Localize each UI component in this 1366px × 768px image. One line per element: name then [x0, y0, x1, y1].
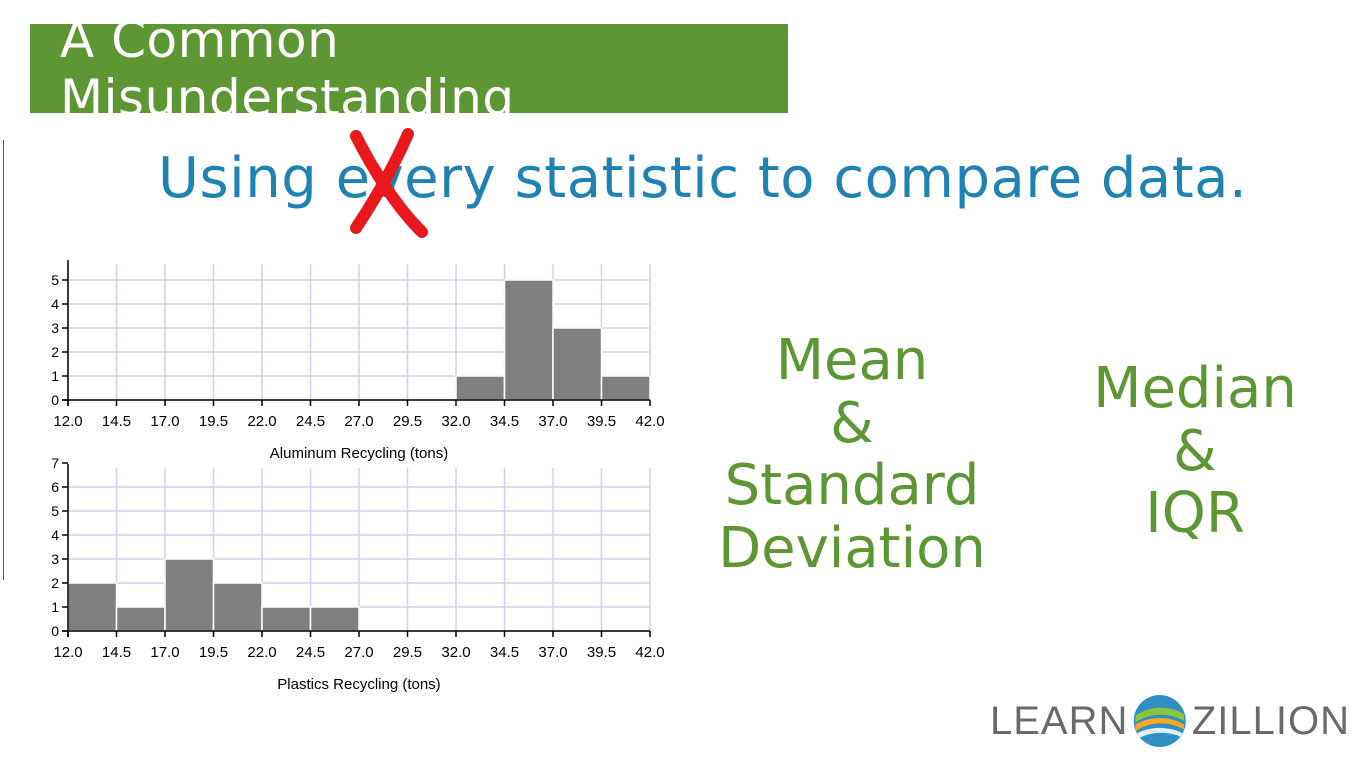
histogram-bar	[164, 558, 215, 632]
x-tick-label: 12.0	[53, 644, 82, 661]
x-tick-label: 27.0	[344, 644, 373, 661]
x-tick-label: 12.0	[53, 413, 82, 430]
x-tick-label: 42.0	[635, 413, 664, 430]
x-tick-label: 22.0	[247, 413, 276, 430]
x-tick-label: 42.0	[635, 644, 664, 661]
x-tick-label: 22.0	[247, 644, 276, 661]
x-tick-label: 34.5	[490, 413, 519, 430]
histogram-bar	[261, 606, 312, 632]
cross-out-icon	[350, 128, 428, 238]
x-tick-label: 29.5	[393, 644, 422, 661]
y-tick-label: 7	[51, 455, 59, 471]
x-tick-label: 32.0	[441, 413, 470, 430]
histogram-bar	[455, 375, 506, 401]
y-tick-label: 1	[51, 368, 59, 384]
subtitle-before: Using e	[158, 146, 371, 211]
histogram-bar	[309, 606, 360, 632]
y-tick-label: 3	[51, 320, 59, 336]
histogram-bar	[212, 582, 263, 632]
mean-line-4: Deviation	[718, 516, 986, 582]
subtitle-after: ery statistic to compare data.	[404, 146, 1248, 211]
histogram-bar	[503, 279, 554, 401]
histogram-bar	[67, 582, 118, 632]
x-axis-label: Plastics Recycling (tons)	[277, 676, 440, 693]
plastics-histogram: 0 1 2 3 4 5 6 7 12.0 14.5 17.0 19.5 22.0 24.5 27.0 29.5…	[51, 455, 664, 693]
x-tick-label: 27.0	[344, 413, 373, 430]
y-tick-label: 2	[51, 575, 59, 591]
y-tick-label: 0	[51, 392, 59, 408]
x-tick-label: 37.0	[538, 644, 567, 661]
mean-line-1: Mean	[775, 328, 929, 393]
logo-text-learn: LEARN	[990, 698, 1129, 743]
median-iqr-block: Median & IQR	[1080, 356, 1310, 547]
x-tick-label: 19.5	[199, 413, 228, 430]
logo-swirl-icon	[1134, 695, 1187, 747]
median-line-1: Median	[1093, 356, 1297, 421]
histogram-bar	[600, 375, 651, 401]
y-tick-label: 5	[51, 503, 59, 519]
subtitle: Using every statistic to compare data.	[158, 146, 1247, 211]
x-tick-label: 29.5	[393, 413, 422, 430]
logo-text-zillion: ZILLION	[1191, 698, 1350, 743]
x-tick-label: 14.5	[102, 413, 131, 430]
median-line-3: IQR	[1145, 481, 1245, 547]
x-tick-label: 32.0	[441, 644, 470, 661]
x-tick-label: 24.5	[296, 644, 325, 661]
x-tick-label: 37.0	[538, 413, 567, 430]
histogram-bar	[552, 327, 603, 401]
title-banner: A Common Misunderstanding	[30, 11, 788, 127]
y-tick-label: 5	[51, 272, 59, 288]
y-tick-label: 4	[51, 527, 59, 543]
learnzillion-logo: LEARN ZILLION	[990, 686, 1350, 756]
mean-sd-block: Mean & Standard Deviation	[712, 328, 992, 582]
slide-title: A Common Misunderstanding	[60, 10, 515, 127]
left-divider	[3, 140, 4, 580]
y-tick-label: 3	[51, 551, 59, 567]
y-tick-label: 1	[51, 599, 59, 615]
aluminum-histogram: 0 1 2 3 4 5 12.0 14.5 17.0 19.5 22.0 24.5 27.0 29.5 32…	[51, 260, 665, 462]
median-line-2: &	[1173, 418, 1217, 484]
x-tick-label: 39.5	[587, 413, 616, 430]
x-tick-label: 39.5	[587, 644, 616, 661]
mean-line-3: Standard	[724, 453, 980, 519]
x-tick-label: 17.0	[150, 644, 179, 661]
histogram-bar	[115, 606, 166, 632]
x-tick-label: 24.5	[296, 413, 325, 430]
x-axis-label: Aluminum Recycling (tons)	[270, 445, 448, 462]
x-tick-label: 19.5	[199, 644, 228, 661]
x-tick-label: 14.5	[102, 644, 131, 661]
y-tick-label: 0	[51, 623, 59, 639]
y-tick-label: 2	[51, 344, 59, 360]
y-tick-label: 6	[51, 479, 59, 495]
mean-line-2: &	[830, 390, 874, 456]
x-tick-label: 34.5	[490, 644, 519, 661]
y-tick-label: 4	[51, 296, 59, 312]
x-tick-label: 17.0	[150, 413, 179, 430]
